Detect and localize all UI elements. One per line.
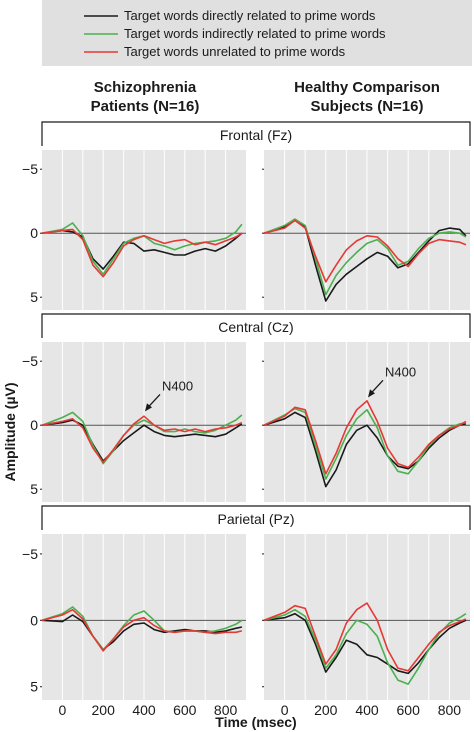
series-line-direct bbox=[263, 612, 467, 675]
series-line-unrelated bbox=[263, 219, 467, 283]
column-title-healthy-line2: Subjects (N=16) bbox=[311, 98, 424, 115]
region-label-parietal: Parietal (Pz) bbox=[217, 511, 294, 527]
region-header-parietal-frame bbox=[41, 505, 471, 530]
panel-parietal-patients bbox=[40, 534, 246, 700]
legend-label-unrelated: Target words unrelated to prime words bbox=[124, 44, 346, 59]
x-tick-label: 200 bbox=[314, 702, 338, 718]
column-title-healthy-line1: Healthy Comparison bbox=[294, 79, 440, 96]
y-tick-label: 5 bbox=[30, 679, 38, 695]
region-header-parietal: Parietal (Pz) bbox=[41, 505, 471, 530]
x-tick-label: 600 bbox=[397, 702, 421, 718]
x-axis-title: Time (msec) bbox=[215, 714, 296, 730]
annotation-n400: N400 bbox=[145, 378, 193, 412]
y-tick-label: 5 bbox=[30, 481, 38, 497]
region-header-frontal-frame bbox=[41, 121, 471, 146]
series-line-unrelated bbox=[263, 602, 467, 672]
legend: Target words directly related to prime w… bbox=[42, 0, 472, 66]
annotation-label: N400 bbox=[385, 364, 416, 379]
x-tick-label: 600 bbox=[173, 702, 197, 718]
panel-central-healthy bbox=[262, 342, 470, 502]
panel-frontal-patients bbox=[40, 150, 246, 310]
x-tick-label: 0 bbox=[59, 702, 67, 718]
x-tick-label: 800 bbox=[438, 702, 462, 718]
series-line-unrelated bbox=[41, 228, 243, 278]
series-line-unrelated bbox=[41, 415, 243, 464]
panel-parietal-healthy bbox=[262, 534, 470, 700]
x-tick-label: 0 bbox=[281, 702, 289, 718]
legend-background bbox=[42, 0, 472, 66]
legend-label-direct: Target words directly related to prime w… bbox=[124, 8, 376, 23]
y-tick-label: 0 bbox=[30, 225, 38, 241]
y-tick-label: −5 bbox=[22, 353, 38, 369]
x-tick-label: 400 bbox=[355, 702, 379, 718]
x-tick-label: 800 bbox=[214, 702, 238, 718]
series-line-unrelated bbox=[263, 400, 467, 475]
region-label-frontal: Frontal (Fz) bbox=[220, 127, 292, 143]
y-tick-label: 0 bbox=[30, 612, 38, 628]
region-header-central: Central (Cz) bbox=[41, 313, 471, 338]
panel-central-patients bbox=[40, 342, 246, 502]
y-tick-label: 0 bbox=[30, 417, 38, 433]
annotation-arrow-head bbox=[368, 389, 375, 398]
x-tick-label: 200 bbox=[92, 702, 116, 718]
series-line-indirect bbox=[41, 606, 243, 651]
annotation-label: N400 bbox=[162, 378, 193, 393]
annotation-arrow-head bbox=[145, 403, 152, 412]
x-tick-label: 400 bbox=[132, 702, 156, 718]
series-line-indirect bbox=[41, 411, 243, 465]
column-title-patients-line1: Schizophrenia bbox=[94, 79, 197, 96]
region-label-central: Central (Cz) bbox=[218, 319, 293, 335]
panel-frontal-healthy bbox=[262, 150, 470, 310]
y-tick-label: −5 bbox=[22, 161, 38, 177]
series-line-indirect bbox=[41, 222, 243, 276]
legend-label-indirect: Target words indirectly related to prime… bbox=[124, 26, 386, 41]
y-tick-label: −5 bbox=[22, 546, 38, 562]
series-line-direct bbox=[41, 419, 243, 462]
annotation-n400: N400 bbox=[368, 364, 416, 398]
series-line-direct bbox=[41, 614, 243, 651]
region-header-central-frame bbox=[41, 313, 471, 338]
y-tick-label: 5 bbox=[30, 289, 38, 305]
y-axis-title: Amplitude (µV) bbox=[2, 382, 18, 481]
column-title-patients-line2: Patients (N=16) bbox=[91, 98, 200, 115]
series-line-unrelated bbox=[41, 608, 243, 652]
plot-panels: −5 0 5 −5 0 5 −5 0 5 0 200 400 600 800 0 200 400 600 800 N4… bbox=[22, 150, 470, 718]
series-line-direct bbox=[263, 411, 467, 488]
region-header-frontal: Frontal (Fz) bbox=[41, 121, 471, 146]
series-line-indirect bbox=[263, 608, 467, 685]
